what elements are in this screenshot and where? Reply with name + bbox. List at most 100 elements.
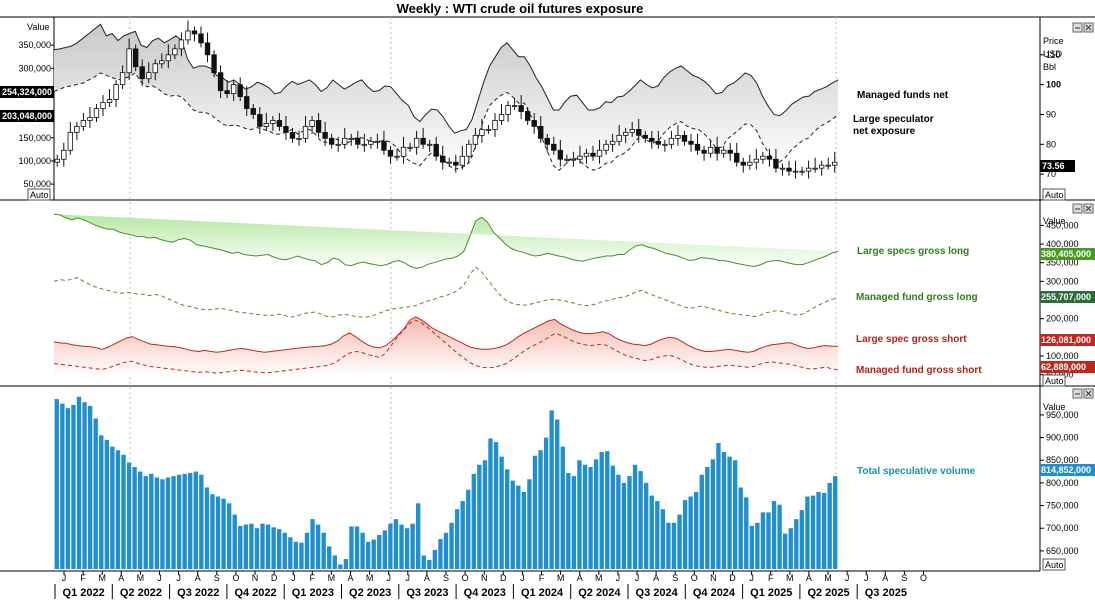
candle-body xyxy=(172,48,178,56)
candle-body xyxy=(832,161,838,166)
volume-bar xyxy=(682,500,688,569)
month-tick-label: J xyxy=(157,573,162,583)
volume-bar xyxy=(327,546,332,569)
volume-bar xyxy=(315,524,321,569)
candle-body xyxy=(799,170,805,173)
volume-bar xyxy=(338,564,343,569)
volume-bar xyxy=(582,464,588,569)
price-candles xyxy=(54,20,838,179)
candle-body xyxy=(485,128,492,131)
annotation-managed-funds-net: Managed funds net xyxy=(857,90,949,101)
volume-bar xyxy=(199,474,204,569)
candle-body xyxy=(812,167,818,170)
volume-bar xyxy=(504,469,510,569)
month-tick-label: J xyxy=(520,573,525,583)
volume-bar xyxy=(694,491,699,569)
candle-body xyxy=(361,143,368,146)
candle-body xyxy=(596,149,603,157)
candle-body xyxy=(466,143,472,157)
volume-bar xyxy=(76,396,82,569)
volume-bar xyxy=(193,471,198,569)
candle-body xyxy=(433,143,439,157)
month-tick-label: N xyxy=(481,573,488,583)
candle-body xyxy=(315,120,322,133)
managed-fund-gross-long-line xyxy=(53,266,839,318)
candle-body xyxy=(139,66,145,80)
price-tick: 90 xyxy=(1046,109,1056,119)
panel-controls-middle[interactable] xyxy=(1072,203,1094,214)
volume-bar xyxy=(115,450,121,569)
price-tick: 110 xyxy=(1046,50,1060,60)
month-tick-label: M xyxy=(328,573,336,583)
mid-tick: 450,000 xyxy=(1046,220,1079,230)
badge-large-spec-gross-short: 126,081,000 xyxy=(1041,335,1091,345)
volume-bar xyxy=(449,522,454,569)
volume-bar xyxy=(87,405,93,569)
volume-bar xyxy=(543,437,549,569)
volume-bar xyxy=(477,464,482,569)
candle-body xyxy=(760,155,766,160)
gross-short-fill xyxy=(54,316,838,377)
candle-body xyxy=(270,120,276,124)
price-axis-label-2: USD xyxy=(1043,49,1063,59)
volume-bar xyxy=(616,474,621,569)
badge-bg-managed-short xyxy=(1040,361,1095,373)
volume-bar xyxy=(143,476,148,569)
panel-controls-bottom[interactable] xyxy=(1072,388,1094,399)
price-tick: 80 xyxy=(1046,139,1056,149)
auto-label-top-right: Auto xyxy=(1045,190,1064,200)
volume-bar xyxy=(60,403,65,569)
volume-bar xyxy=(354,526,360,569)
candle-body xyxy=(204,42,211,56)
gross-positions-panel: Value 450,000400,000350,000300,000250,00… xyxy=(53,213,1095,387)
panel-controls-top[interactable] xyxy=(1072,22,1094,33)
month-tick-label: J xyxy=(616,573,621,583)
candle-body xyxy=(237,84,243,97)
candle-body xyxy=(720,149,727,154)
candle-body xyxy=(818,164,825,169)
candle-body xyxy=(185,30,191,41)
top-left-tick: 300,000 xyxy=(18,63,51,73)
candle-body xyxy=(178,39,185,50)
volume-bar xyxy=(593,459,599,569)
volume-bar xyxy=(65,408,71,569)
volume-panel: Value 950,000 900,000 850,000 800,000 750,00… xyxy=(54,396,1095,571)
candle-body xyxy=(80,120,87,127)
badge-bg-large-long xyxy=(1040,248,1095,260)
candle-body xyxy=(211,54,217,74)
candle-body xyxy=(87,117,93,121)
candle-body xyxy=(309,120,315,127)
volume-bar xyxy=(766,512,771,569)
candle-body xyxy=(747,161,753,166)
candle-body xyxy=(191,30,198,35)
volume-bar xyxy=(349,526,354,569)
candle-body xyxy=(714,146,720,154)
volume-bar xyxy=(454,509,460,569)
month-tick-label: M xyxy=(595,573,603,583)
volume-bar xyxy=(833,476,838,569)
volume-bar xyxy=(771,501,777,569)
auto-button-top-right[interactable] xyxy=(1042,188,1066,201)
volume-bar xyxy=(732,460,738,569)
candle-body xyxy=(217,72,224,92)
month-tick-label: D xyxy=(500,573,507,583)
auto-button-mid[interactable] xyxy=(1042,374,1066,387)
month-tick-label: N xyxy=(252,573,259,583)
volume-bar xyxy=(493,442,499,569)
candle-body xyxy=(413,137,420,148)
volume-bar xyxy=(260,523,265,569)
candle-body xyxy=(479,128,485,136)
month-tick-label: A xyxy=(577,573,583,583)
auto-button-top-left[interactable] xyxy=(27,188,51,201)
volume-bar xyxy=(243,524,249,569)
mid-tick: 400,000 xyxy=(1046,239,1079,249)
month-tick-label: S xyxy=(443,573,449,583)
volume-bar xyxy=(232,514,237,569)
volume-tick: 950,000 xyxy=(1046,410,1079,420)
auto-button-bottom[interactable] xyxy=(1042,558,1066,571)
top-left-tick: 50,000 xyxy=(23,179,51,189)
volume-bar xyxy=(416,503,421,569)
badge-bg-price xyxy=(1040,160,1075,172)
volume-bar xyxy=(532,455,538,569)
candle-body xyxy=(426,143,433,146)
